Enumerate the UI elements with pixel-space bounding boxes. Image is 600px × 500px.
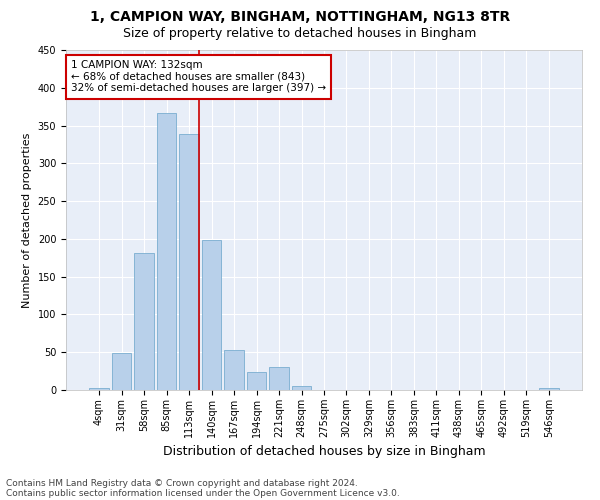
Bar (157, 114, 176, 390)
Text: Size of property relative to detached houses in Bingham: Size of property relative to detached ho… (124, 28, 476, 40)
Bar (89, 388, 109, 390)
Bar (179, 134, 199, 390)
Bar (224, 350, 244, 390)
Bar (539, 388, 559, 390)
Bar (292, 386, 311, 390)
Y-axis label: Number of detached properties: Number of detached properties (22, 132, 32, 308)
Bar (112, 353, 131, 390)
Bar (134, 253, 154, 390)
Bar (202, 240, 221, 390)
Text: Contains public sector information licensed under the Open Government Licence v3: Contains public sector information licen… (6, 488, 400, 498)
Text: 1, CAMPION WAY, BINGHAM, NOTTINGHAM, NG13 8TR: 1, CAMPION WAY, BINGHAM, NOTTINGHAM, NG1… (90, 10, 510, 24)
Bar (247, 372, 266, 390)
Text: 1 CAMPION WAY: 132sqm
← 68% of detached houses are smaller (843)
32% of semi-det: 1 CAMPION WAY: 132sqm ← 68% of detached … (71, 60, 326, 94)
X-axis label: Distribution of detached houses by size in Bingham: Distribution of detached houses by size … (163, 446, 485, 458)
Bar (269, 366, 289, 390)
Text: Contains HM Land Registry data © Crown copyright and database right 2024.: Contains HM Land Registry data © Crown c… (6, 478, 358, 488)
